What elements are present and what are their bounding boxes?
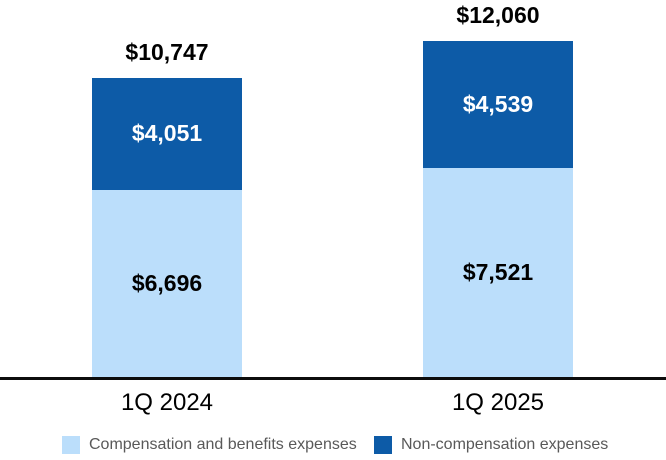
segment-value-label: $4,539 <box>462 90 534 117</box>
bar-1q2025: $12,060 $4,539 $7,521 <box>423 2 573 377</box>
total-label-1q2025: $12,060 <box>456 2 540 28</box>
bar-1q2024: $10,747 $4,051 $6,696 <box>92 39 242 377</box>
x-axis-line <box>0 377 666 380</box>
segment-noncompensation-1q2025: $4,539 <box>423 41 573 168</box>
segment-compensation-1q2025: $7,521 <box>423 167 573 377</box>
legend-label-compensation: Compensation and benefits expenses <box>89 436 357 453</box>
x-tick-label-1q2024: 1Q 2024 <box>120 389 214 416</box>
legend-label-noncompensation: Non-compensation expenses <box>401 436 609 453</box>
legend-swatch-compensation-icon <box>62 436 80 454</box>
legend-item-compensation: Compensation and benefits expenses <box>62 435 357 455</box>
x-tick-label-1q2025: 1Q 2025 <box>451 389 545 416</box>
legend-swatch-noncompensation-icon <box>374 436 392 454</box>
segment-value-label: $7,521 <box>462 258 534 285</box>
segment-value-label: $6,696 <box>131 270 203 297</box>
total-label-1q2024: $10,747 <box>125 38 209 65</box>
legend-item-noncompensation: Non-compensation expenses <box>374 435 608 455</box>
segment-value-label: $4,051 <box>131 120 203 147</box>
segment-noncompensation-1q2024: $4,051 <box>92 77 242 191</box>
segment-compensation-1q2024: $6,696 <box>92 190 242 377</box>
